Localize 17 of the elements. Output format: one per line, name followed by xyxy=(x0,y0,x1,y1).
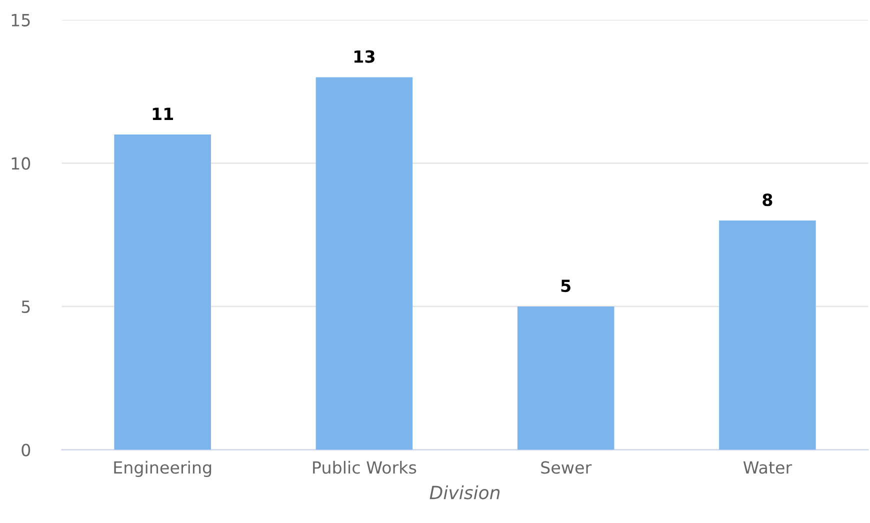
data-label: 5 xyxy=(561,280,570,292)
x-tick-label: Engineering xyxy=(114,460,212,478)
bar xyxy=(719,220,816,450)
x-tick-label: Sewer xyxy=(541,461,592,474)
y-tick-label: 15 xyxy=(12,14,30,26)
y-tick-label: 0 xyxy=(22,444,30,456)
data-label: 8 xyxy=(762,194,772,206)
y-tick-label: 10 xyxy=(12,157,30,170)
bar xyxy=(114,134,211,450)
x-axis-title: Division xyxy=(430,485,500,500)
x-tick-label: Water xyxy=(743,461,792,474)
data-label: 11 xyxy=(152,108,174,120)
data-label: 13 xyxy=(354,50,374,63)
x-tick-label: Public Works xyxy=(313,460,416,474)
bar xyxy=(316,77,413,450)
bar xyxy=(517,306,614,450)
y-tick-label: 5 xyxy=(22,300,30,314)
